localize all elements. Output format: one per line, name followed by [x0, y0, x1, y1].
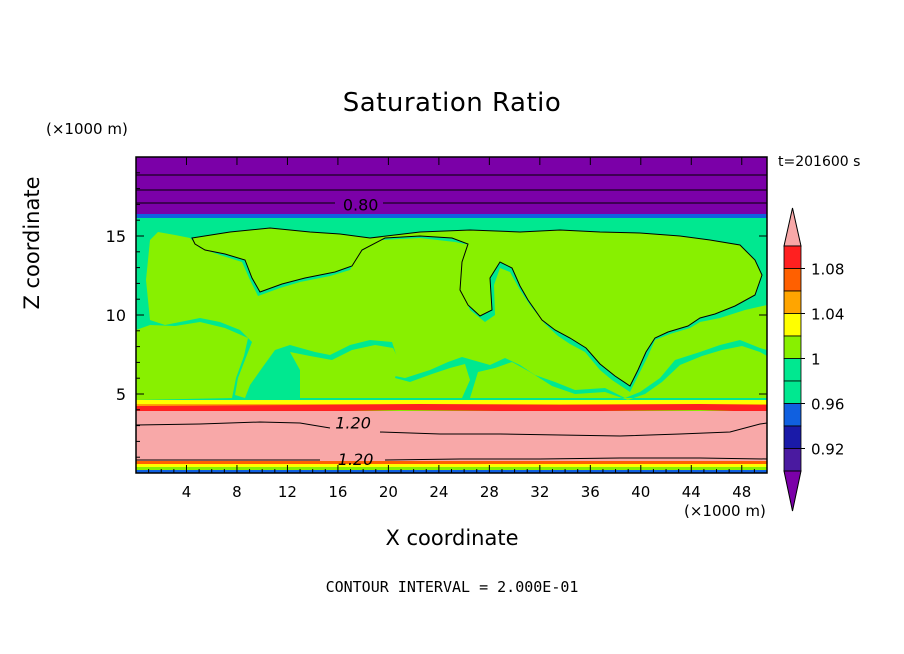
x-tick-label: 32 — [530, 483, 549, 501]
colorbar-top-arrow — [783, 207, 802, 247]
colorbar-segment — [783, 380, 802, 404]
z-axis-unit: (×1000 m) — [46, 120, 128, 138]
red-strip — [136, 404, 767, 413]
x-tick-label: 20 — [379, 483, 398, 501]
x-tick-label: 48 — [732, 483, 751, 501]
x-axis-label: X coordinate — [385, 526, 519, 550]
contour-label: 1.20 — [335, 413, 371, 432]
y-tick-label: 5 — [116, 385, 126, 404]
bottom-yellow-strip — [136, 464, 767, 467]
contour-label: 0.80 — [343, 195, 379, 214]
bottom-orange-strip — [136, 461, 767, 464]
x-tick-label: 24 — [429, 483, 448, 501]
colorbar-segment — [783, 448, 802, 472]
colorbar-segment — [783, 290, 802, 314]
contour-line — [384, 457, 767, 461]
x-tick-label: 4 — [182, 483, 192, 501]
contour-label: 1.20 — [338, 450, 374, 469]
x-axis-unit: (×1000 m) — [684, 502, 766, 520]
colorbar-segment — [783, 245, 802, 269]
green-lower-right — [470, 346, 767, 400]
x-tick-label: 16 — [328, 483, 347, 501]
colorbar-label: 1 — [811, 351, 821, 369]
colorbar-label: 1.08 — [811, 261, 844, 279]
x-tick-label: 28 — [480, 483, 499, 501]
contour-line — [136, 421, 331, 429]
x-tick-label: 44 — [682, 483, 701, 501]
contour-line — [191, 227, 763, 387]
colorbar-segment — [783, 268, 802, 292]
time-label: t=201600 s — [778, 154, 861, 170]
x-tick-label: 40 — [631, 483, 650, 501]
colorbar-segment — [783, 313, 802, 337]
y-tick-label: 15 — [106, 227, 126, 246]
pink-layer — [136, 411, 767, 461]
chart-title: Saturation Ratio — [342, 88, 562, 118]
x-tick-label: 12 — [278, 483, 297, 501]
contour-lines — [136, 174, 767, 461]
colorbar: 1.08 1.04 1 0.96 0.92 — [783, 207, 844, 512]
contour-labels: 0.80 1.20 1.20 — [335, 195, 378, 468]
colorbar-label: 1.04 — [811, 306, 844, 324]
y-axis-ticks: 5 10 15 — [106, 172, 767, 458]
colorbar-segment — [783, 425, 802, 449]
green-lower-left — [136, 322, 248, 400]
contour-interval-note: CONTOUR INTERVAL = 2.000E-01 — [325, 578, 579, 596]
colorbar-bottom-arrow — [783, 470, 802, 512]
colorbar-segment — [783, 358, 802, 382]
colorbar-segment — [783, 335, 802, 359]
dry-upper-layer — [136, 157, 767, 217]
colorbar-label: 0.92 — [811, 441, 844, 459]
contour-line — [379, 422, 767, 437]
yellow-strip — [136, 400, 767, 405]
x-axis-ticks: 4 8 12 16 20 24 28 32 36 40 44 48 — [148, 157, 755, 501]
x-tick-label: 8 — [232, 483, 242, 501]
y-tick-label: 10 — [106, 306, 126, 325]
transition-strip — [136, 214, 767, 218]
plot-field — [136, 157, 767, 473]
x-tick-label: 36 — [581, 483, 600, 501]
green-lower-mid — [290, 345, 470, 398]
colorbar-segment — [783, 403, 802, 427]
bottom-green-strip — [136, 467, 767, 470]
green-cloud-upper — [192, 228, 762, 386]
colorbar-label: 0.96 — [811, 396, 844, 414]
